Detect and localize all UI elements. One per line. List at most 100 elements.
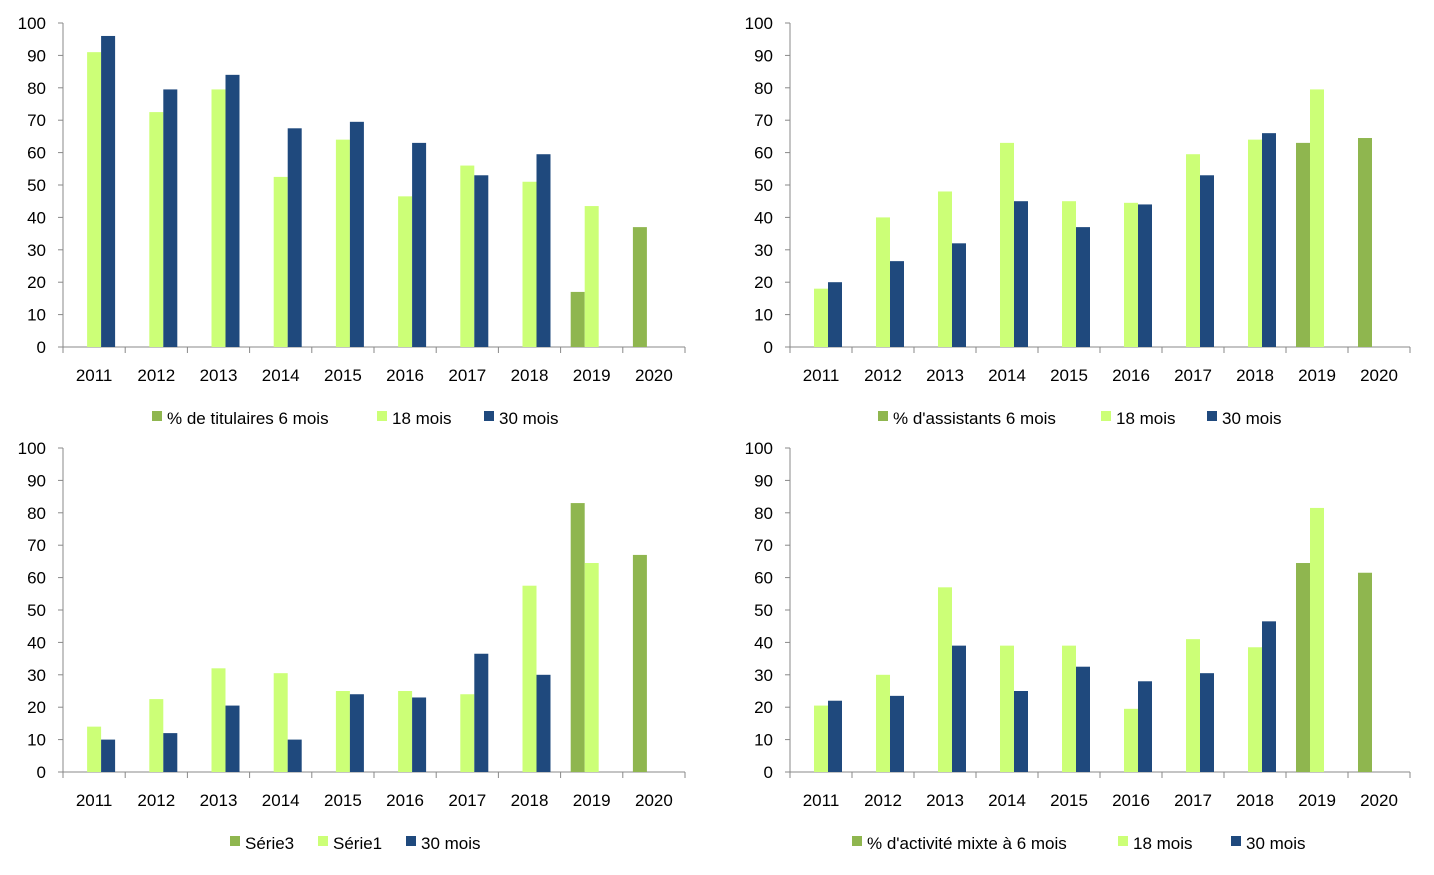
y-tick-label: 60 — [754, 569, 773, 588]
bar — [101, 35, 116, 348]
y-tick-label: 10 — [27, 306, 46, 325]
x-tick-label: 2013 — [200, 791, 238, 810]
legend-label: 30 mois — [1222, 409, 1282, 428]
y-tick-label: 60 — [27, 569, 46, 588]
chart-panel-1: 0 10 20 30 40 50 60 70 80 90 100 2011 2012 2013 2014 20… — [18, 14, 686, 428]
bar — [87, 52, 102, 347]
y-tick-label: 20 — [27, 273, 46, 292]
bar — [1296, 563, 1310, 772]
bar — [536, 154, 551, 347]
bar — [1248, 139, 1262, 347]
x-tick-label: 2020 — [1360, 791, 1398, 810]
bar — [225, 74, 240, 347]
y-tick-label: 70 — [27, 111, 46, 130]
legend-label: % de titulaires 6 mois — [167, 409, 329, 428]
bar — [412, 697, 427, 772]
bar — [273, 673, 288, 772]
bar — [584, 563, 599, 772]
y-tick-label: 80 — [27, 504, 46, 523]
bar — [1200, 673, 1214, 772]
bar — [398, 691, 413, 772]
y-tick-label: 10 — [754, 731, 773, 750]
y-tick-label: 10 — [754, 306, 773, 325]
x-tick-label: 2016 — [386, 791, 424, 810]
bar — [814, 288, 828, 347]
y-tick-label: 0 — [764, 763, 773, 782]
bar — [890, 695, 904, 772]
bar — [163, 733, 178, 772]
legend-swatch — [1101, 411, 1111, 421]
y-tick-label: 20 — [27, 698, 46, 717]
x-tick-label: 2016 — [1112, 791, 1150, 810]
x-tick-label: 2015 — [324, 791, 362, 810]
bar — [398, 196, 413, 347]
bar — [460, 165, 475, 347]
x-tick-label: 2017 — [448, 791, 486, 810]
y-tick-label: 0 — [37, 338, 46, 357]
x-tick-label: 2020 — [635, 791, 673, 810]
x-tick-label: 2019 — [573, 366, 611, 385]
y-tick-label: 100 — [18, 439, 46, 458]
x-tick-label: 2015 — [324, 366, 362, 385]
legend-label: % d'activité mixte à 6 mois — [867, 834, 1067, 853]
legend-swatch — [318, 836, 328, 846]
x-tick-label: 2015 — [1050, 791, 1088, 810]
bar — [814, 705, 828, 772]
legend-swatch — [1207, 411, 1217, 421]
y-tick-label: 30 — [754, 241, 773, 260]
bar — [1262, 133, 1276, 347]
x-tick-label: 2012 — [864, 366, 902, 385]
bar — [828, 282, 842, 347]
legend-swatch — [878, 411, 888, 421]
bar — [1124, 202, 1138, 347]
bar — [952, 645, 966, 772]
x-tick-label: 2012 — [137, 366, 175, 385]
bar — [828, 700, 842, 772]
chart-panel-4: 0 10 20 30 40 50 60 70 80 90 100 2011 2012 2013 2014 20… — [745, 439, 1411, 853]
x-tick-label: 2020 — [635, 366, 673, 385]
x-tick-label: 2015 — [1050, 366, 1088, 385]
legend-swatch — [377, 411, 387, 421]
bar — [522, 181, 537, 347]
y-tick-label: 40 — [754, 633, 773, 652]
bar — [1186, 154, 1200, 347]
y-tick-label: 60 — [754, 144, 773, 163]
legend-swatch — [484, 411, 494, 421]
y-tick-label: 40 — [27, 633, 46, 652]
bar — [938, 191, 952, 347]
y-tick-label: 90 — [27, 471, 46, 490]
y-tick-label: 50 — [27, 601, 46, 620]
y-tick-label: 70 — [754, 111, 773, 130]
bar — [149, 699, 164, 772]
bar — [1310, 507, 1324, 772]
y-tick-label: 100 — [745, 439, 773, 458]
bar — [1076, 666, 1090, 772]
bar — [163, 89, 178, 348]
bar — [287, 739, 302, 772]
bar — [1186, 639, 1200, 772]
bar — [1000, 142, 1014, 347]
legend-label: % d'assistants 6 mois — [893, 409, 1056, 428]
y-tick-label: 80 — [754, 504, 773, 523]
bar — [584, 206, 599, 347]
x-tick-label: 2016 — [386, 366, 424, 385]
bar — [412, 142, 427, 347]
legend-label: 18 mois — [1133, 834, 1193, 853]
x-tick-label: 2014 — [988, 366, 1026, 385]
y-tick-label: 80 — [27, 79, 46, 98]
y-tick-label: 0 — [37, 763, 46, 782]
bar — [149, 112, 164, 347]
x-tick-label: 2014 — [988, 791, 1026, 810]
x-tick-label: 2017 — [448, 366, 486, 385]
bar — [890, 261, 904, 347]
y-tick-label: 90 — [27, 46, 46, 65]
y-tick-label: 90 — [754, 46, 773, 65]
legend-label: 18 mois — [392, 409, 452, 428]
y-tick-label: 50 — [754, 176, 773, 195]
bar — [1076, 227, 1090, 347]
x-tick-label: 2019 — [1298, 366, 1336, 385]
legend-swatch — [230, 836, 240, 846]
legend-swatch — [406, 836, 416, 846]
bar — [211, 89, 226, 348]
